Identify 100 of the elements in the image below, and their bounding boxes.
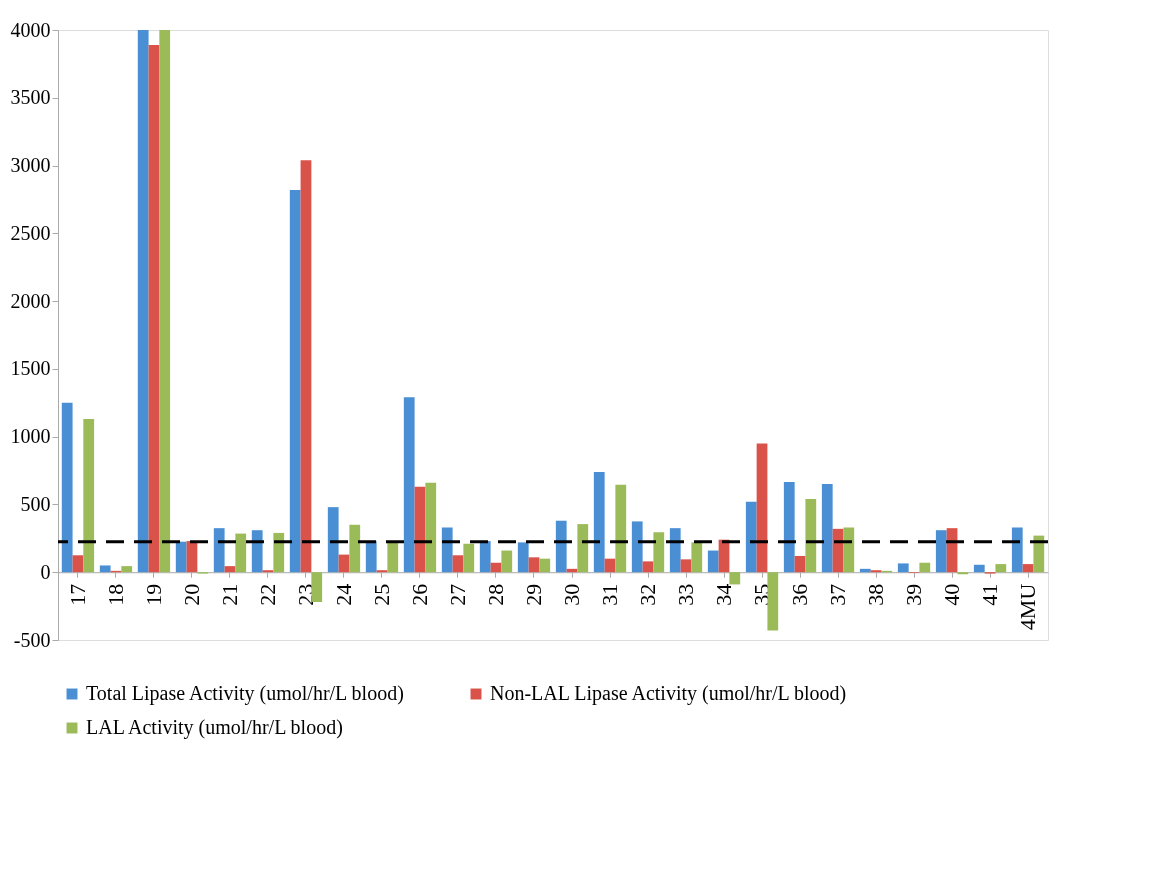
bar (805, 499, 817, 573)
y-tick-label: 2000 (10, 289, 51, 312)
bar (224, 566, 236, 573)
bar (349, 524, 361, 573)
bar (1022, 564, 1034, 573)
x-tick-label: 29 (521, 583, 546, 606)
bar (919, 562, 931, 573)
bar (642, 561, 654, 573)
x-tick-label: 40 (939, 583, 965, 606)
bar (72, 555, 84, 573)
bar (897, 563, 909, 573)
y-tick-label: 500 (20, 492, 51, 515)
x-tick-label: 31 (597, 583, 623, 606)
bar (555, 520, 567, 573)
bar (479, 541, 491, 573)
x-tick-label: 20 (178, 583, 204, 606)
x-tick-label: 34 (711, 583, 737, 606)
bar (273, 532, 285, 573)
x-tick-label: 18 (102, 583, 128, 606)
bar (387, 542, 399, 573)
y-tick-label: 0 (40, 560, 51, 583)
x-tick-label: 17 (64, 583, 90, 606)
bar (794, 555, 806, 573)
x-tick-label: 41 (977, 583, 1003, 606)
x-tick-label: 33 (673, 583, 699, 606)
legend-label: LAL Activity (umol/hr/L blood) (86, 716, 343, 739)
bar (327, 507, 339, 573)
y-tick-label: 1000 (10, 425, 51, 448)
bar (501, 550, 513, 573)
bar (729, 572, 741, 585)
x-tick-label: 24 (330, 583, 356, 606)
legend-label: Total Lipase Activity (umol/hr/L blood) (86, 682, 404, 705)
bar (1033, 535, 1045, 573)
bar (441, 527, 453, 573)
bar (213, 528, 225, 573)
bar (577, 524, 589, 573)
bar (669, 528, 681, 573)
bar (653, 532, 665, 573)
bar (289, 189, 301, 573)
bar (137, 30, 149, 573)
bar (61, 402, 73, 573)
bar (452, 555, 464, 573)
y-tick-label: -500 (13, 628, 51, 651)
x-tick-label: 4MU (1015, 583, 1041, 631)
y-tick-label: 4000 (10, 18, 51, 41)
bar (528, 557, 540, 573)
bar (783, 482, 795, 573)
bar (121, 566, 133, 573)
bar (175, 541, 187, 573)
y-tick-label: 3000 (10, 154, 51, 177)
bar (745, 501, 757, 573)
bar (365, 541, 377, 573)
bar (235, 533, 247, 573)
bar (767, 572, 779, 631)
bar (973, 564, 985, 573)
bar (425, 482, 437, 573)
x-tick-label: 21 (216, 583, 242, 606)
y-tick-label: 1500 (10, 357, 51, 380)
y-tick-label: 3500 (10, 86, 51, 109)
bar (859, 568, 871, 573)
bar (463, 543, 475, 573)
x-tick-label: 22 (254, 583, 280, 606)
x-tick-label: 38 (863, 583, 889, 606)
bar (680, 559, 692, 573)
bar (262, 570, 274, 573)
x-tick-label: 27 (444, 583, 470, 606)
x-tick-label: 28 (482, 583, 508, 606)
bar (957, 572, 969, 575)
x-tick-label: 39 (901, 583, 927, 606)
legend-label: Non-LAL Lipase Activity (umol/hr/L blood) (490, 682, 847, 705)
bar (311, 572, 323, 603)
bar (251, 530, 263, 573)
x-tick-label: 25 (368, 583, 394, 606)
bar (376, 570, 388, 573)
bar (148, 44, 160, 573)
x-tick-label: 37 (825, 583, 851, 606)
bar (756, 443, 768, 573)
x-tick-label: 32 (635, 583, 661, 606)
x-tick-label: 30 (559, 583, 584, 606)
x-tick-label: 26 (406, 583, 432, 606)
bar (300, 160, 312, 573)
bar (517, 542, 529, 573)
bar (615, 484, 627, 573)
x-tick-label: 19 (140, 583, 166, 606)
bar (935, 530, 947, 573)
x-tick-label: 36 (787, 583, 813, 606)
bar (99, 565, 111, 573)
bar (691, 542, 703, 573)
bar (403, 397, 415, 573)
bar (870, 570, 882, 573)
bar (83, 419, 95, 573)
bar (631, 521, 643, 573)
bar (821, 484, 833, 573)
bar (995, 564, 1007, 573)
bar (593, 471, 605, 573)
bar (159, 30, 171, 573)
bar (843, 527, 855, 573)
bar (1011, 527, 1023, 573)
y-tick-label: 2500 (10, 221, 51, 244)
bar (539, 558, 551, 573)
